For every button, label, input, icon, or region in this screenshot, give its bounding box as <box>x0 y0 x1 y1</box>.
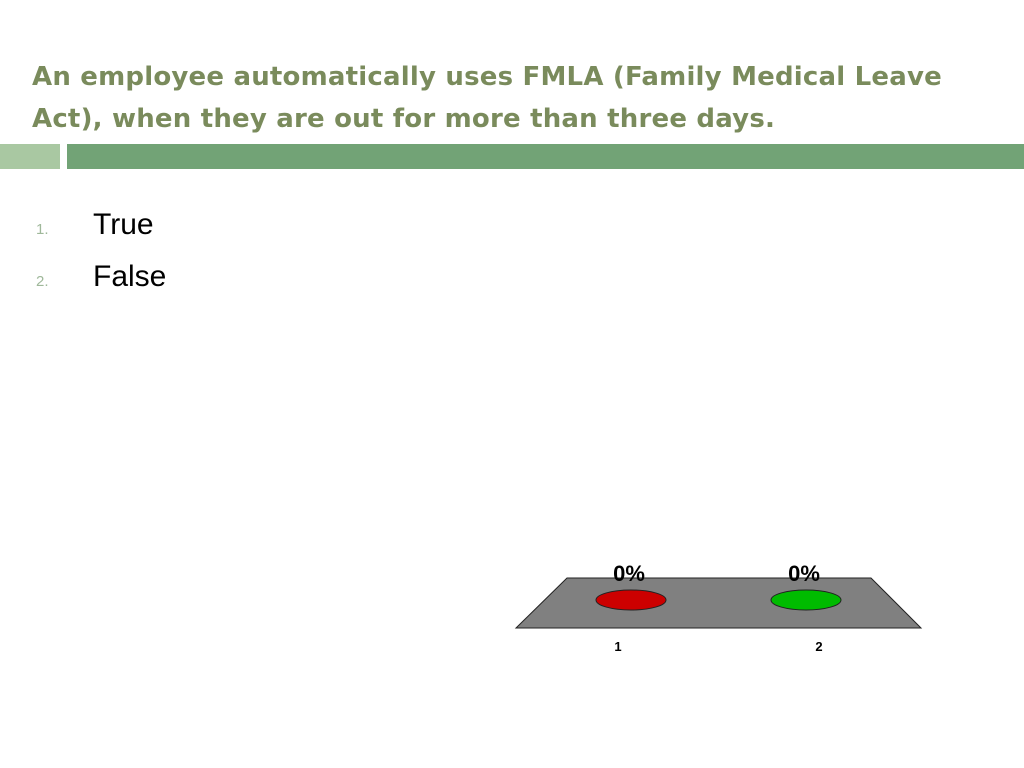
bar-1 <box>595 589 667 611</box>
answer-option-2: 2. False <box>36 260 166 312</box>
answer-text: True <box>93 208 154 241</box>
answer-text: False <box>93 260 167 293</box>
x-tick-label-2: 2 <box>815 639 822 654</box>
title-divider-accent <box>0 144 60 169</box>
data-label-1: 0% <box>613 561 645 586</box>
answer-number: 1. <box>36 221 49 238</box>
title-divider-bar <box>67 144 1024 169</box>
data-label-2: 0% <box>788 561 820 586</box>
chart-platform <box>514 577 923 629</box>
x-tick-label-1: 1 <box>614 639 621 654</box>
answer-number: 2. <box>36 273 49 290</box>
answer-list: 1. True 2. False <box>36 208 166 312</box>
slide-title: An employee automatically uses FMLA (Fam… <box>32 62 942 134</box>
bar-2 <box>770 589 842 611</box>
answer-option-1: 1. True <box>36 208 166 260</box>
